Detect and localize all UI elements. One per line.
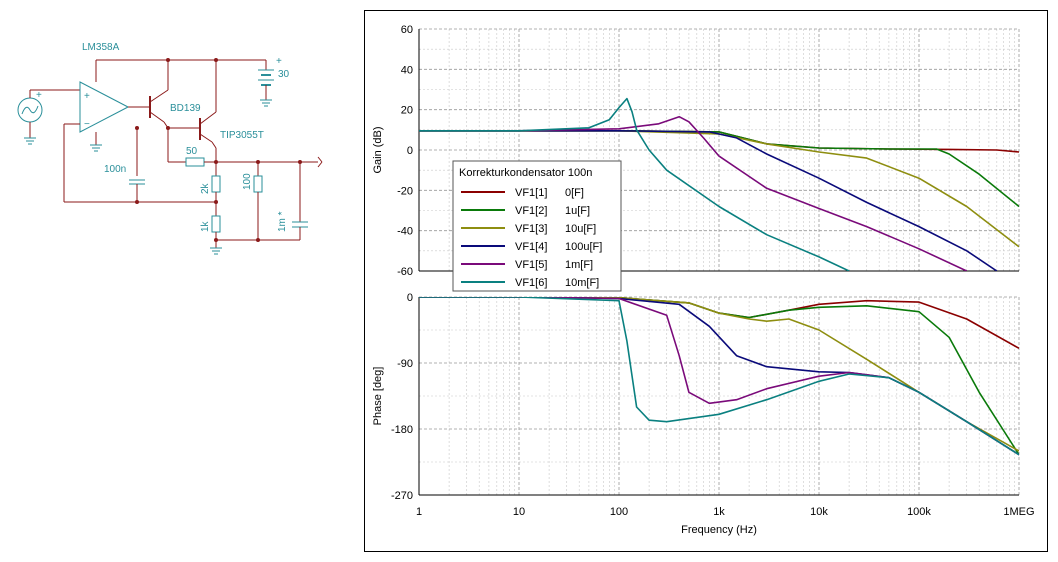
gain-ytick-label: -60 <box>397 266 413 278</box>
gain-ytick-label: -40 <box>397 226 413 238</box>
phase-xtick-label: 1k <box>713 506 725 518</box>
r-base-label: 50 <box>186 146 198 157</box>
phase-xtick-label: 1 <box>416 506 422 518</box>
legend-entry-value: 100u[F] <box>565 241 602 253</box>
legend-entry-value: 1u[F] <box>565 205 590 217</box>
ground-symbols <box>24 99 272 255</box>
legend-entry-value: 10m[F] <box>565 277 599 289</box>
phase-ylabel: Phase [deg] <box>372 367 384 426</box>
gain-ytick-label: 60 <box>401 24 413 36</box>
phase-ytick-label: -90 <box>397 358 413 370</box>
gain-series-6 <box>419 97 850 271</box>
phase-xtick-label: 100k <box>907 506 931 518</box>
r-100-label: 100 <box>242 173 253 190</box>
legend-entry-name: VF1[6] <box>515 277 547 289</box>
gain-series-5 <box>419 115 968 271</box>
r-2k-label: 2k <box>200 182 211 194</box>
c-100n-label: 100n <box>104 164 126 175</box>
gain-ytick-label: 0 <box>407 145 413 157</box>
legend-entry-value: 10u[F] <box>565 223 596 235</box>
opamp-plus-sign: + <box>84 91 90 102</box>
opamp-label: LM358A <box>82 42 120 53</box>
phase-xlabel: Frequency (Hz) <box>681 524 757 536</box>
legend-entry-name: VF1[3] <box>515 223 547 235</box>
gain-ytick-label: 20 <box>401 105 413 117</box>
gain-ytick-label: -20 <box>397 185 413 197</box>
legend-entry-name: VF1[2] <box>515 205 547 217</box>
q1-label: BD139 <box>170 103 201 114</box>
battery-plus-sign: + <box>276 56 282 67</box>
c-load-label: 1m * <box>277 211 288 232</box>
phase-xtick-label: 10 <box>513 506 525 518</box>
source-plus-sign: + <box>36 90 42 101</box>
phase-ytick-label: 0 <box>407 292 413 304</box>
legend-entry-name: VF1[1] <box>515 187 547 199</box>
phase-xtick-label: 100 <box>610 506 628 518</box>
phase-series-2 <box>419 297 1019 456</box>
legend-entry-value: 0[F] <box>565 187 584 199</box>
battery-label: 30 <box>278 69 290 80</box>
legend-entry-value: 1m[F] <box>565 259 593 271</box>
phase-ytick-label: -180 <box>391 424 413 436</box>
legend-entry-name: VF1[5] <box>515 259 547 271</box>
r-1k-label: 1k <box>200 220 211 232</box>
legend-box <box>452 160 622 292</box>
opamp-minus-sign: − <box>84 119 90 130</box>
opamp-symbol <box>79 81 130 133</box>
gain-plot: 60 40 20 0 -20 -40 -60 Gain (dB) <box>372 24 1020 278</box>
phase-xtick-label: 1MEG <box>1003 506 1034 518</box>
gain-legend: Korrekturkondensator 100n VF1[1] 0[F] VF1[2… <box>452 160 622 292</box>
q2-label: TIP3055T <box>220 130 264 141</box>
bode-plots: 60 40 20 0 -20 -40 -60 Gain (dB) 0 -90 -180 -270 Ph… <box>372 24 1035 536</box>
phase-ytick-label: -270 <box>391 490 413 502</box>
phase-xtick-label: 10k <box>810 506 828 518</box>
circuit-schematic: LM358A BD139 TIP3055T 30 + + + − 50 100n… <box>17 42 323 255</box>
gain-series-4 <box>419 130 998 271</box>
phase-series-6 <box>419 297 1019 456</box>
bode-plot-panel: 60 40 20 0 -20 -40 -60 Gain (dB) 0 -90 -180 -270 Ph… <box>364 10 1048 552</box>
legend-title: Korrekturkondensator 100n <box>459 167 592 179</box>
legend-entry-name: VF1[4] <box>515 241 547 253</box>
gain-ylabel: Gain (dB) <box>372 126 384 173</box>
gain-ytick-label: 40 <box>401 64 413 76</box>
phase-plot: 0 -90 -180 -270 Phase [deg] 1 10 100 1k 10k 100k 1M… <box>372 292 1035 536</box>
